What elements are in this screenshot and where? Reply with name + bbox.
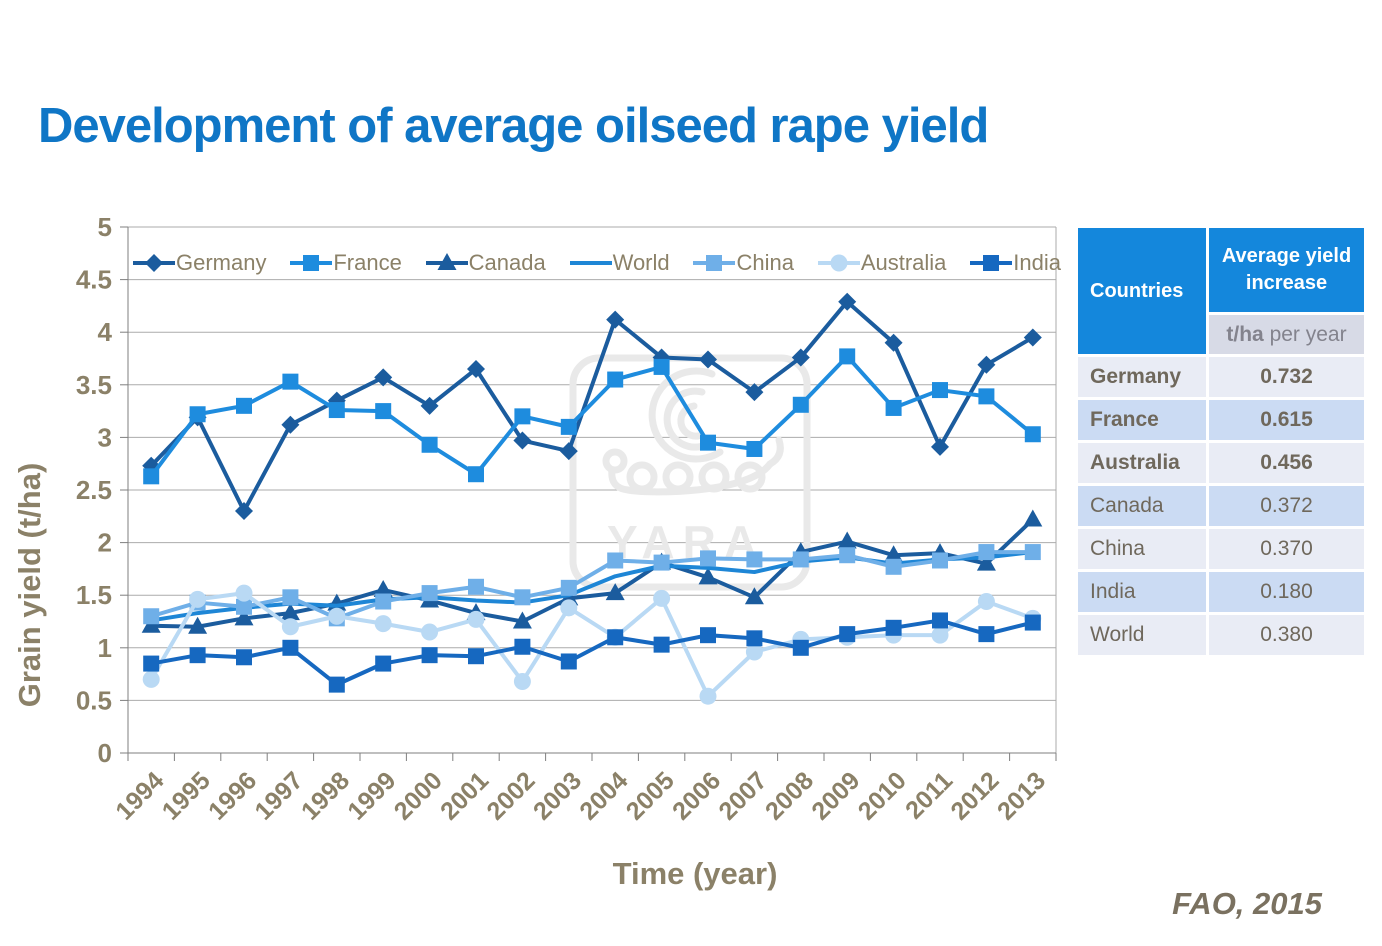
- x-tick-label: 2006: [667, 766, 726, 825]
- series-australia: [142, 584, 1042, 705]
- table-row-canada: Canada 0.372: [1078, 486, 1364, 526]
- x-tick-label: 2007: [714, 766, 773, 825]
- x-tick-label: 2009: [806, 766, 865, 825]
- table-cell-value: 0.180: [1209, 572, 1364, 612]
- table-header-average-yield-increase: Average yield increase: [1209, 228, 1364, 312]
- legend-label: Australia: [860, 250, 947, 275]
- table-cell-country: Canada: [1078, 486, 1206, 526]
- legend-square-marker-icon: [693, 255, 736, 271]
- legend-item-australia: Australia: [817, 250, 947, 276]
- legend-square-marker-icon: [970, 255, 1013, 271]
- table-row-india: India 0.180: [1078, 572, 1364, 612]
- x-tick-label: 1995: [157, 766, 216, 825]
- series-india: [143, 612, 1041, 693]
- watermark-logo: YARA: [569, 354, 811, 591]
- x-tick-label: 2002: [482, 766, 541, 825]
- axes: 00.511.522.533.544.551994199519961997199…: [12, 212, 1057, 891]
- series-china: [143, 544, 1041, 627]
- unit-rest-label: per year: [1263, 322, 1347, 346]
- series-france: [143, 348, 1041, 485]
- x-tick-label: 1999: [342, 766, 401, 825]
- table-cell-value: 0.732: [1209, 357, 1364, 397]
- y-tick-label: 5: [98, 212, 112, 242]
- table-header-countries: Countries: [1078, 228, 1206, 354]
- y-tick-label: 0.5: [76, 685, 112, 715]
- legend-triangle-marker-icon: [425, 253, 468, 270]
- x-tick-label: 2010: [853, 766, 912, 825]
- x-tick-label: 2008: [760, 766, 819, 825]
- page-title: Development of average oilseed rape yiel…: [38, 99, 989, 153]
- y-tick-label: 2.5: [76, 475, 112, 505]
- y-tick-label: 3: [98, 422, 112, 452]
- x-tick-label: 2004: [574, 766, 633, 825]
- series-canada: [141, 509, 1043, 634]
- x-tick-label: 2000: [389, 766, 448, 825]
- legend-label: Germany: [176, 250, 267, 275]
- legend-label: France: [333, 250, 402, 275]
- series-world: [150, 550, 1034, 623]
- legend-item-china: China: [693, 250, 794, 276]
- table-cell-country: World: [1078, 615, 1206, 655]
- legend-label: China: [736, 250, 794, 275]
- table-row-australia: Australia 0.456: [1078, 443, 1364, 483]
- y-tick-label: 1: [98, 633, 112, 663]
- table-cell-country: India: [1078, 572, 1206, 612]
- legend-label: Canada: [468, 250, 546, 275]
- table-cell-value: 0.456: [1209, 443, 1364, 483]
- table-cell-country: France: [1078, 400, 1206, 440]
- table-cell-country: Germany: [1078, 357, 1206, 397]
- table-row-germany: Germany 0.732: [1078, 357, 1364, 397]
- legend-item-germany: Germany: [133, 250, 266, 276]
- y-tick-label: 4: [98, 317, 113, 347]
- legend-circle-marker-icon: [817, 254, 860, 272]
- watermark-text: YARA: [607, 516, 765, 568]
- chart-legend: Germany France Canada World China Australia In…: [133, 247, 1061, 279]
- source-citation: FAO, 2015: [1172, 886, 1322, 921]
- legend-label: India: [1013, 250, 1061, 275]
- x-tick-label: 1994: [110, 766, 169, 825]
- x-tick-label: 1997: [250, 766, 309, 825]
- table-row-world: World 0.380: [1078, 615, 1364, 655]
- x-tick-label: 2011: [900, 766, 958, 824]
- x-tick-label: 1996: [203, 766, 262, 825]
- gridlines: [128, 226, 1057, 753]
- table-row-china: China 0.370: [1078, 529, 1364, 569]
- legend-label: World: [612, 250, 670, 275]
- table-cell-value: 0.615: [1209, 400, 1364, 440]
- y-tick-label: 0: [98, 738, 112, 768]
- legend-item-world: World: [569, 250, 670, 276]
- x-axis-title: Time (year): [613, 856, 778, 891]
- legend-item-canada: Canada: [425, 250, 546, 276]
- legend-item-france: France: [290, 250, 402, 276]
- legend-none-marker-icon: [569, 261, 612, 265]
- legend-square-marker-icon: [290, 255, 333, 271]
- table-row-france: France 0.615: [1078, 400, 1364, 440]
- y-tick-label: 2: [98, 528, 112, 558]
- x-tick-label: 2003: [528, 766, 587, 825]
- series-germany: [142, 292, 1042, 521]
- y-tick-label: 4.5: [76, 265, 112, 295]
- table-cell-value: 0.372: [1209, 486, 1364, 526]
- x-tick-label: 2012: [946, 766, 1005, 825]
- x-tick-label: 1998: [296, 766, 355, 825]
- table-cell-value: 0.380: [1209, 615, 1364, 655]
- x-tick-label: 2013: [992, 766, 1051, 825]
- y-tick-label: 1.5: [76, 580, 112, 610]
- table-cell-country: China: [1078, 529, 1206, 569]
- unit-bold-label: t/ha: [1226, 322, 1264, 346]
- table-subheader-unit: t/ha per year: [1209, 315, 1364, 354]
- table-cell-country: Australia: [1078, 443, 1206, 483]
- legend-diamond-marker-icon: [133, 254, 175, 272]
- yield-increase-table: Countries Average yield increase t/ha pe…: [1075, 225, 1367, 658]
- y-axis-title: Grain yield (t/ha): [12, 463, 47, 708]
- legend-item-india: India: [970, 250, 1061, 276]
- y-tick-label: 3.5: [76, 370, 112, 400]
- x-tick-label: 2001: [435, 766, 494, 825]
- table-cell-value: 0.370: [1209, 529, 1364, 569]
- x-tick-label: 2005: [621, 766, 680, 825]
